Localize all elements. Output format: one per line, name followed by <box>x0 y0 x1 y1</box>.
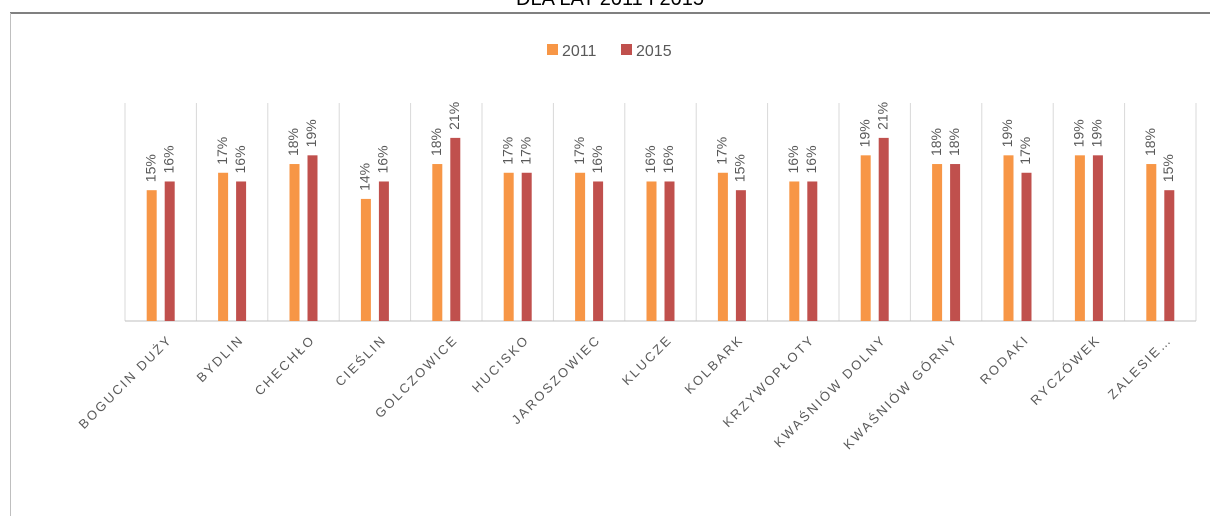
bar <box>1146 164 1157 321</box>
legend-swatch <box>547 44 558 55</box>
data-label: 15% <box>142 154 158 182</box>
data-label: 17% <box>1017 137 1033 165</box>
bar <box>932 164 943 321</box>
bar <box>236 181 247 321</box>
bar <box>1021 172 1032 321</box>
bar <box>735 190 746 321</box>
bar <box>664 181 675 321</box>
bar <box>289 164 300 321</box>
bar <box>146 190 157 321</box>
data-label: 17% <box>714 137 730 165</box>
bar <box>164 181 175 321</box>
bar <box>503 172 514 321</box>
data-label: 18% <box>1142 128 1158 156</box>
data-label: 16% <box>232 145 248 173</box>
bar <box>789 181 800 321</box>
data-label: 16% <box>660 145 676 173</box>
data-label: 15% <box>732 154 748 182</box>
data-label: 16% <box>160 145 176 173</box>
bar <box>717 172 728 321</box>
data-label: 19% <box>999 119 1015 147</box>
bar <box>521 172 532 321</box>
data-label: 16% <box>375 145 391 173</box>
data-label: 19% <box>1089 119 1105 147</box>
data-label: 19% <box>1071 119 1087 147</box>
data-label: 21% <box>874 102 890 130</box>
bar <box>646 181 657 321</box>
bar <box>807 181 818 321</box>
data-label: 16% <box>785 145 801 173</box>
data-label: 17% <box>214 137 230 165</box>
data-label: 21% <box>446 102 462 130</box>
bar <box>450 137 461 321</box>
bar <box>575 172 586 321</box>
chart-title: DLA LAT 2011 I 2015 <box>516 0 704 10</box>
data-label: 17% <box>499 137 515 165</box>
data-label: 18% <box>946 128 962 156</box>
data-label: 14% <box>357 163 373 191</box>
bar <box>360 198 371 321</box>
bar <box>1092 155 1103 321</box>
bar <box>593 181 604 321</box>
bar <box>1003 155 1014 321</box>
bar <box>860 155 871 321</box>
data-label: 18% <box>285 128 301 156</box>
bar <box>1164 190 1175 321</box>
bar <box>307 155 318 321</box>
data-label: 19% <box>856 119 872 147</box>
data-label: 18% <box>428 128 444 156</box>
data-label: 16% <box>589 145 605 173</box>
bar <box>432 164 443 321</box>
bar <box>1074 155 1085 321</box>
legend-swatch <box>621 44 632 55</box>
data-label: 17% <box>571 137 587 165</box>
data-label: 16% <box>642 145 658 173</box>
data-label: 15% <box>1160 154 1176 182</box>
bar <box>878 137 889 321</box>
data-label: 18% <box>928 128 944 156</box>
data-label: 17% <box>517 137 533 165</box>
legend-label: 2011 <box>562 43 597 60</box>
bar <box>950 164 961 321</box>
data-label: 19% <box>303 119 319 147</box>
bar <box>378 181 389 321</box>
bar <box>218 172 229 321</box>
data-label: 16% <box>803 145 819 173</box>
legend-label: 2015 <box>636 43 672 60</box>
